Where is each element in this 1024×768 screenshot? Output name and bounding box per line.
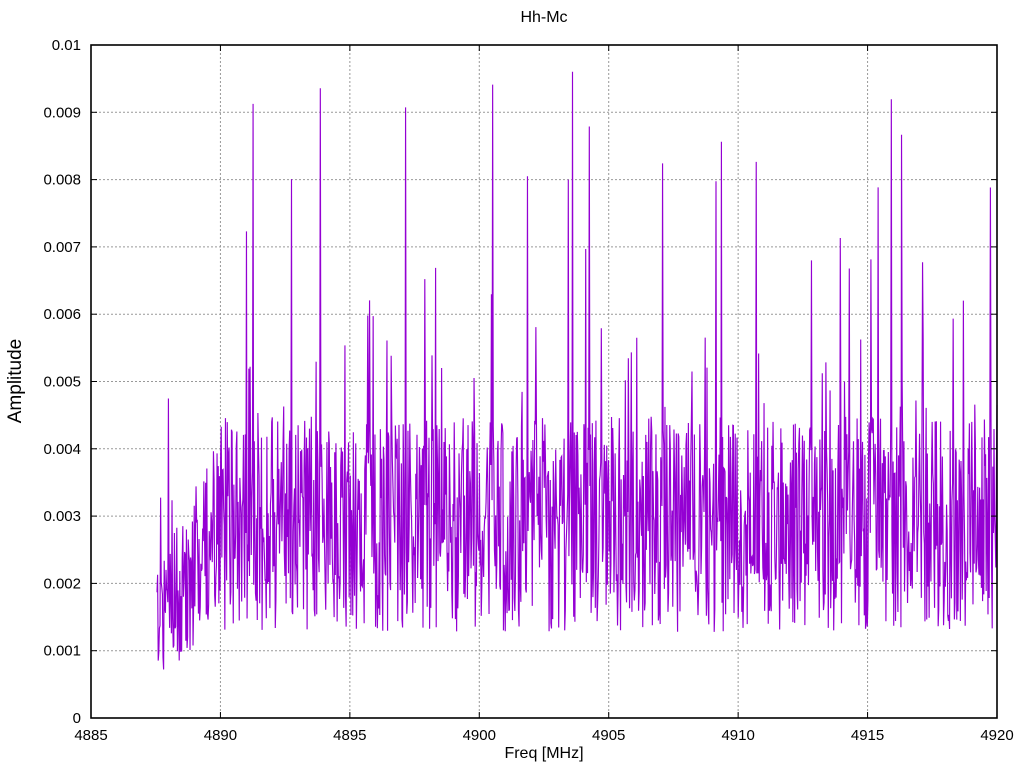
svg-text:4900: 4900 <box>463 727 496 744</box>
svg-text:0.009: 0.009 <box>43 104 81 121</box>
svg-text:0.006: 0.006 <box>43 306 81 323</box>
svg-text:4920: 4920 <box>980 727 1013 744</box>
svg-text:0.003: 0.003 <box>43 508 81 525</box>
svg-text:0.004: 0.004 <box>43 441 81 458</box>
svg-text:0.001: 0.001 <box>43 643 81 660</box>
svg-text:0.01: 0.01 <box>52 37 81 54</box>
svg-text:4890: 4890 <box>204 727 237 744</box>
svg-text:4915: 4915 <box>851 727 884 744</box>
svg-text:4905: 4905 <box>592 727 625 744</box>
svg-text:0.007: 0.007 <box>43 239 81 256</box>
svg-text:0.008: 0.008 <box>43 172 81 189</box>
svg-text:4895: 4895 <box>333 727 366 744</box>
svg-text:0.005: 0.005 <box>43 374 81 391</box>
svg-text:4910: 4910 <box>721 727 754 744</box>
svg-text:0: 0 <box>73 710 81 727</box>
svg-text:4885: 4885 <box>74 727 107 744</box>
svg-text:0.002: 0.002 <box>43 575 81 592</box>
